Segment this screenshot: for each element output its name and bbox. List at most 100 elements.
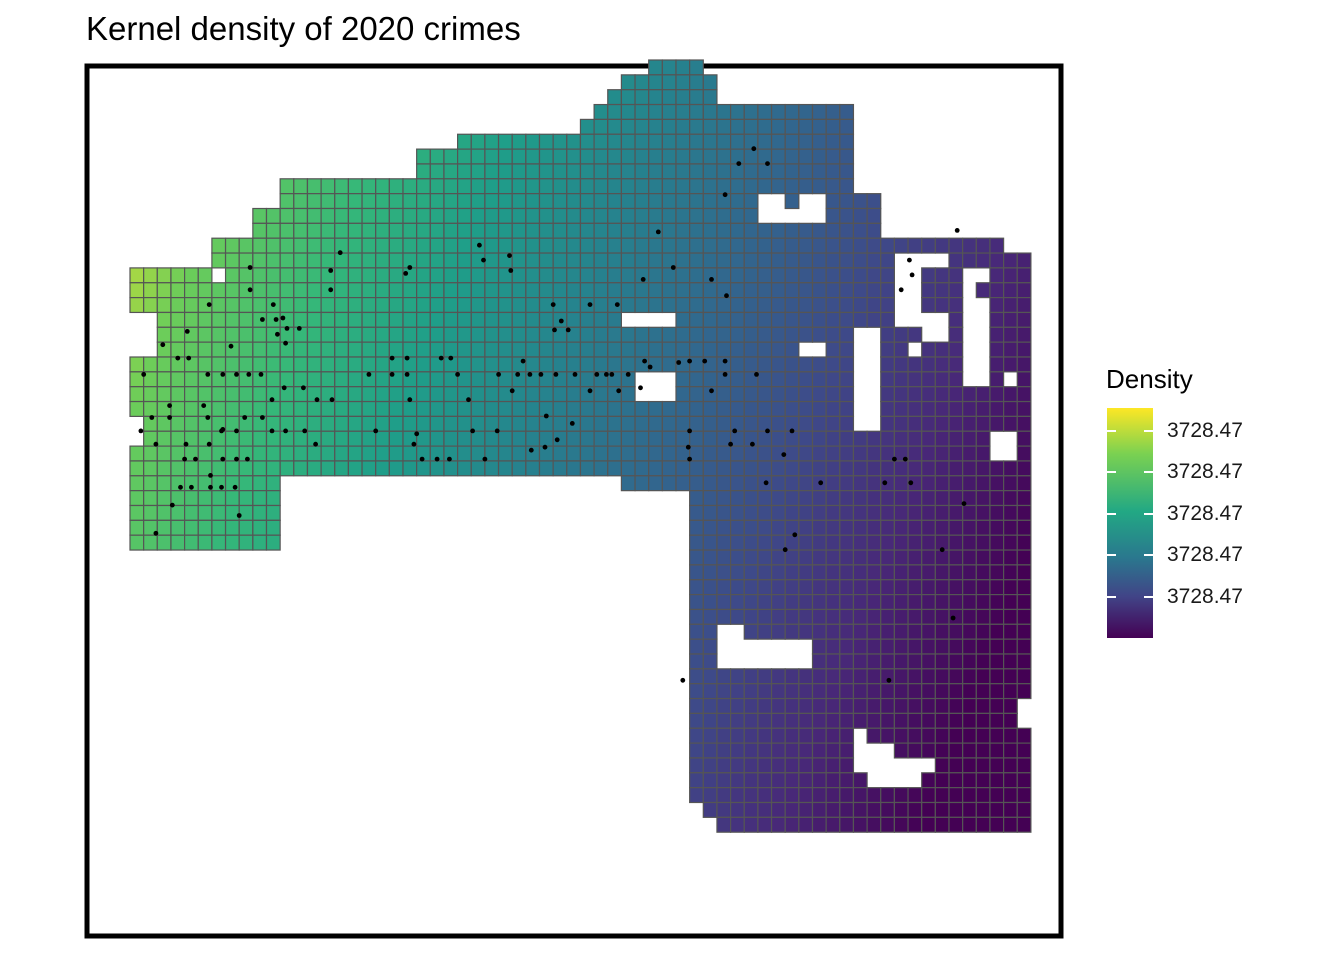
density-cell <box>388 237 404 254</box>
density-cell <box>607 178 622 195</box>
density-cell <box>484 341 500 358</box>
density-cell <box>1016 801 1032 818</box>
density-cell <box>566 282 582 299</box>
density-cell <box>729 282 745 299</box>
density-cell <box>457 326 472 343</box>
crime-point <box>886 677 892 683</box>
density-cell <box>811 148 827 165</box>
density-cell <box>702 118 718 135</box>
crime-point <box>954 228 960 233</box>
density-cell <box>880 430 895 447</box>
density-cell <box>839 400 855 417</box>
density-cell <box>334 386 349 403</box>
density-cell <box>921 579 936 596</box>
density-cell <box>948 356 964 373</box>
density-cell <box>743 727 759 744</box>
density-cell <box>457 282 472 299</box>
density-cell <box>1002 653 1018 670</box>
density-cell <box>839 148 855 165</box>
density-cell <box>716 400 732 417</box>
density-cell <box>361 178 377 195</box>
density-cell <box>716 772 732 789</box>
density-cell <box>675 311 691 328</box>
density-cell <box>238 460 254 477</box>
density-cell <box>334 415 349 432</box>
density-cell <box>1016 311 1032 328</box>
density-cell <box>743 504 759 521</box>
density-cell <box>770 579 786 596</box>
density-cell <box>729 564 745 581</box>
density-cell <box>770 712 786 729</box>
density-cell <box>702 623 718 640</box>
density-cell <box>702 430 718 447</box>
crime-point <box>781 452 787 457</box>
density-cell <box>839 133 855 150</box>
density-cell <box>1002 252 1018 269</box>
density-cell <box>975 386 991 403</box>
density-cell <box>702 757 718 774</box>
density-cell <box>729 252 745 269</box>
density-cell <box>989 356 1005 373</box>
density-cell <box>962 579 977 596</box>
density-cell <box>702 519 718 536</box>
crime-point <box>789 428 795 434</box>
density-cell <box>443 148 459 165</box>
density-cell <box>361 386 377 403</box>
legend-label: 3728.47 <box>1167 501 1243 525</box>
density-cell <box>279 178 295 195</box>
density-cell <box>620 207 636 224</box>
density-cell <box>962 668 977 685</box>
crime-point <box>736 161 742 167</box>
density-cell <box>457 193 472 210</box>
density-cell <box>484 460 500 477</box>
density-cell <box>634 222 650 239</box>
density-cell <box>743 623 759 640</box>
density-cell <box>402 415 418 432</box>
density-cell <box>1002 326 1018 343</box>
density-cell <box>143 475 158 492</box>
density-cell <box>470 267 486 284</box>
density-cell <box>143 504 158 521</box>
density-cell <box>866 579 882 596</box>
density-cell <box>866 623 882 640</box>
crime-point <box>724 293 729 299</box>
density-cell <box>784 460 800 477</box>
density-cell <box>948 638 964 655</box>
density-cell <box>784 757 800 774</box>
density-cell <box>416 341 431 358</box>
density-cell <box>880 356 895 373</box>
density-cell <box>743 356 759 373</box>
density-cell <box>934 297 950 314</box>
density-cell <box>347 311 363 328</box>
density-cell <box>689 193 704 210</box>
crime-point <box>208 473 213 478</box>
density-cell <box>566 163 582 180</box>
density-cell <box>880 549 895 566</box>
density-cell <box>375 237 390 254</box>
density-cell <box>552 341 568 358</box>
density-cell <box>839 386 855 403</box>
density-cell <box>989 267 1005 284</box>
density-cell <box>757 742 773 759</box>
density-cell <box>811 712 827 729</box>
density-cell <box>484 163 500 180</box>
crime-point <box>234 428 239 434</box>
crime-point <box>470 428 475 434</box>
density-cell <box>757 668 773 685</box>
density-cell <box>661 326 677 343</box>
density-cell <box>975 816 991 833</box>
density-cell <box>211 504 227 521</box>
density-cell <box>361 356 377 373</box>
density-cell <box>934 415 950 432</box>
density-cell <box>443 237 459 254</box>
density-cell <box>375 341 390 358</box>
density-cell <box>1016 579 1032 596</box>
density-cell <box>689 519 704 536</box>
crime-point <box>232 484 238 490</box>
density-cell <box>866 519 882 536</box>
crime-point <box>270 302 276 307</box>
density-cell <box>907 415 923 432</box>
density-cell <box>866 297 882 314</box>
crime-point <box>275 331 280 337</box>
density-cell <box>1002 475 1018 492</box>
